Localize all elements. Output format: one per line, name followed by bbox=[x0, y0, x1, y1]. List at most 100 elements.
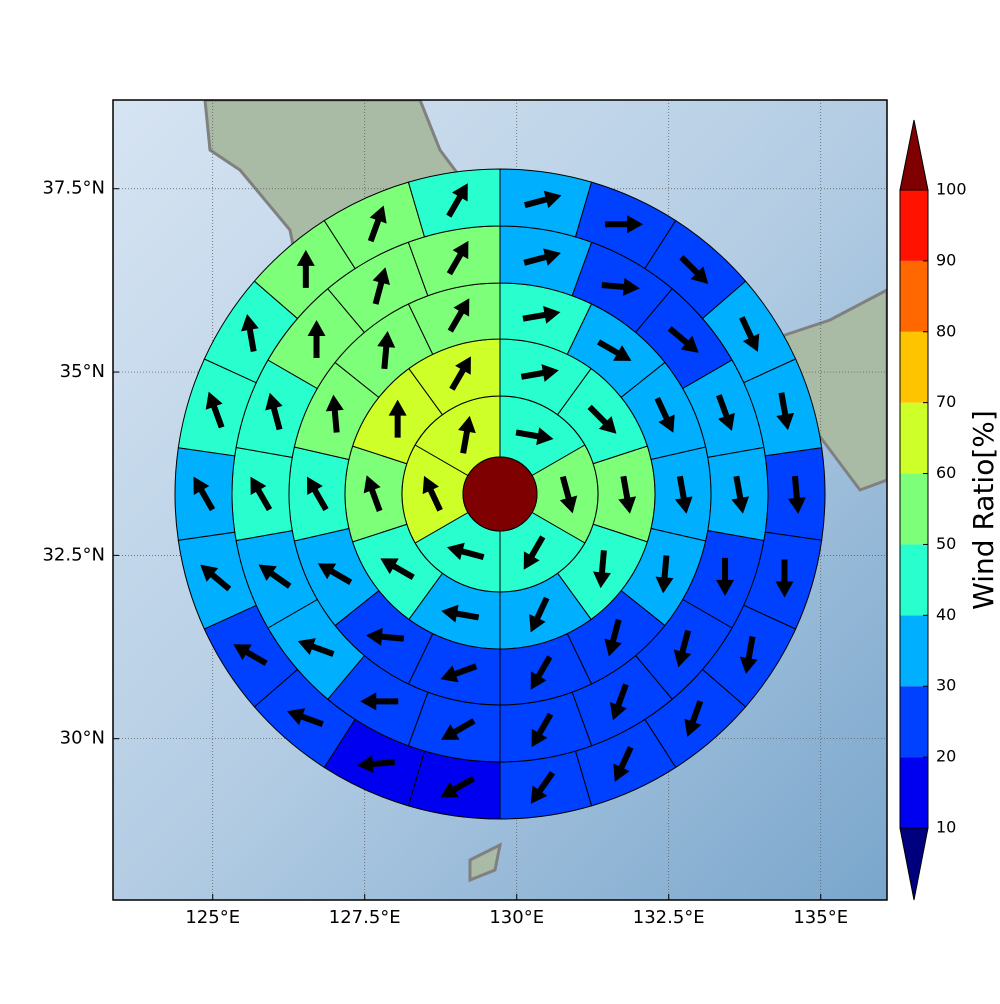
polar-grid bbox=[174, 168, 826, 820]
axes-frame bbox=[112, 99, 888, 901]
wind-arrow bbox=[739, 316, 760, 352]
wind-arrow bbox=[716, 557, 735, 596]
colorbar-segment bbox=[900, 190, 928, 261]
wind-arrow bbox=[296, 249, 315, 288]
wind-arrow bbox=[447, 298, 470, 333]
wind-arrow bbox=[604, 618, 622, 657]
colorbar-tick-label: 100 bbox=[936, 180, 967, 199]
colorbar-tick-label: 50 bbox=[936, 534, 956, 553]
wind-arrow bbox=[601, 277, 640, 296]
wind-arrow bbox=[522, 306, 561, 324]
colorbar-segment bbox=[900, 615, 928, 687]
wind-arrow bbox=[597, 339, 632, 361]
wind-arrow bbox=[609, 683, 629, 721]
wind-arrow bbox=[458, 415, 476, 454]
colorbar-tick-label: 70 bbox=[936, 392, 956, 411]
wind-arrow bbox=[530, 655, 553, 690]
colorbar-segment bbox=[900, 331, 928, 403]
colorbar-label: Wind Ratio[%] bbox=[967, 410, 1000, 610]
colorbar-tick-label: 40 bbox=[936, 605, 956, 624]
center-cell bbox=[462, 456, 538, 532]
wind-arrow bbox=[441, 604, 480, 623]
wind-arrow bbox=[388, 399, 407, 438]
colorbar-segment bbox=[900, 686, 928, 758]
wind-arrow bbox=[287, 708, 324, 728]
wind-arrow bbox=[297, 638, 335, 657]
wind-arrow bbox=[200, 564, 232, 592]
colorbar-segment bbox=[900, 260, 928, 332]
wind-arrow bbox=[233, 644, 268, 666]
colorbar-under bbox=[899, 827, 929, 901]
y-tick-label: 32.5°N bbox=[42, 544, 105, 565]
wind-arrow bbox=[731, 475, 750, 514]
wind-arrow bbox=[618, 475, 637, 514]
colorbar-segment bbox=[900, 544, 928, 616]
wind-arrow bbox=[530, 771, 555, 804]
sector bbox=[499, 168, 593, 238]
wind-arrow bbox=[515, 427, 554, 446]
x-tick-label: 127.5°E bbox=[329, 907, 401, 928]
y-tick-label: 35°N bbox=[60, 361, 105, 382]
y-tick-label: 37.5°N bbox=[42, 178, 105, 199]
wind-arrow bbox=[440, 663, 478, 683]
wind-arrow bbox=[377, 331, 396, 370]
sector bbox=[407, 750, 501, 820]
wind-arrow bbox=[520, 364, 559, 382]
wind-arrow bbox=[441, 718, 476, 740]
x-tick-label: 135°E bbox=[793, 907, 848, 928]
wind-arrow bbox=[241, 314, 259, 352]
wind-arrow bbox=[605, 215, 644, 234]
wind-arrow bbox=[559, 475, 578, 514]
wind-arrow bbox=[587, 404, 617, 434]
wind-arrow bbox=[325, 394, 344, 433]
wind-arrow bbox=[250, 476, 273, 512]
wind-arrow bbox=[446, 240, 469, 276]
wind-arrow bbox=[684, 700, 704, 737]
wind-arrow bbox=[654, 397, 675, 433]
x-tick-label: 130°E bbox=[489, 907, 544, 928]
colorbar-frame bbox=[899, 189, 929, 829]
wind-arrow bbox=[372, 267, 390, 305]
wind-arrow bbox=[258, 564, 292, 589]
wind-arrow bbox=[367, 205, 387, 243]
wind-arrow bbox=[307, 320, 326, 359]
wind-arrow bbox=[360, 692, 399, 711]
wind-arrow bbox=[775, 559, 794, 598]
wind-arrow bbox=[446, 183, 468, 218]
wind-arrow bbox=[317, 563, 353, 585]
colorbar-segment bbox=[900, 473, 928, 545]
wind-arrow bbox=[446, 542, 485, 561]
wind-arrow bbox=[739, 636, 758, 674]
land-island bbox=[468, 842, 503, 883]
wind-arrow bbox=[679, 255, 709, 285]
wind-arrow bbox=[613, 746, 634, 782]
wind-arrow bbox=[523, 535, 546, 570]
wind-arrow bbox=[449, 356, 471, 391]
colorbar-tick-label: 20 bbox=[936, 747, 956, 766]
colorbar-over bbox=[899, 119, 929, 191]
wind-arrow bbox=[776, 392, 795, 431]
wind-arrow bbox=[265, 392, 283, 431]
wind-arrow bbox=[667, 326, 699, 353]
wind-arrow bbox=[365, 627, 405, 646]
colorbar-tick-label: 80 bbox=[936, 321, 956, 340]
wind-arrow bbox=[193, 476, 216, 512]
colorbar: 10 20 30 40 50 60 70 80 90 100 bbox=[899, 119, 967, 901]
wind-arrow bbox=[716, 394, 735, 431]
wind-arrow bbox=[787, 475, 806, 514]
wind-arrow bbox=[674, 475, 693, 514]
colorbar-tick-label: 60 bbox=[936, 463, 956, 482]
ticks: 125°E 127.5°E 130°E 132.5°E 135°E 30°N 32.5°N 3… bbox=[42, 178, 848, 928]
wind-arrow bbox=[524, 190, 562, 209]
wind-arrow bbox=[531, 712, 554, 748]
wind-arrow bbox=[655, 555, 674, 594]
colorbar-tick-label: 10 bbox=[936, 818, 956, 837]
x-tick-label: 125°E bbox=[185, 907, 240, 928]
wind-arrow bbox=[529, 596, 550, 633]
wind-arrow bbox=[422, 475, 443, 512]
wind-arrow bbox=[673, 629, 692, 668]
y-tick-label: 30°N bbox=[60, 728, 105, 749]
wind-arrow bbox=[363, 475, 383, 512]
wind-arrow bbox=[593, 550, 611, 589]
